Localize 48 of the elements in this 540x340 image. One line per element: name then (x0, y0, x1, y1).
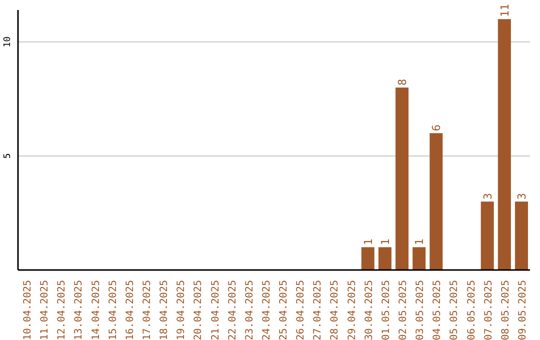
x-tick-label: 26.04.2025 (296, 280, 307, 340)
bar (514, 202, 528, 270)
x-tick-label: 12.04.2025 (56, 280, 68, 340)
bar (498, 19, 511, 270)
data-label: 3 (481, 192, 494, 200)
x-tick-label: 21.04.2025 (210, 280, 222, 340)
x-tick-label: 29.04.2025 (346, 280, 358, 340)
x-tick-label: 05.05.2025 (449, 280, 460, 340)
data-label: 1 (413, 238, 426, 246)
x-tick-label: 09.05.2025 (517, 280, 528, 340)
x-tick-label: 14.04.2025 (90, 280, 102, 340)
data-label: 1 (378, 238, 392, 246)
x-tick-label: 06.05.2025 (466, 280, 478, 340)
data-label: 11 (498, 4, 512, 18)
data-label: 3 (515, 192, 528, 200)
x-tick-label: 16.04.2025 (124, 280, 136, 340)
bar (412, 247, 426, 270)
x-tick-label: 20.04.2025 (193, 280, 204, 340)
x-tick-label: 08.05.2025 (500, 280, 512, 340)
data-label: 1 (362, 238, 375, 246)
bar (480, 202, 494, 270)
x-tick-label: 17.04.2025 (142, 280, 153, 340)
x-tick-label: 24.04.2025 (261, 280, 272, 340)
x-tick-label: 22.04.2025 (227, 280, 238, 340)
x-tick-label: 10.04.2025 (22, 280, 34, 340)
bar (396, 88, 409, 270)
data-label: 8 (396, 78, 410, 86)
x-tick-label: 11.04.2025 (40, 280, 51, 340)
x-tick-label: 30.04.2025 (364, 280, 375, 340)
x-tick-label: 25.04.2025 (278, 280, 290, 340)
x-tick-label: 15.04.2025 (108, 280, 119, 340)
x-tick-label: 23.04.2025 (244, 280, 256, 340)
x-tick-label: 28.04.2025 (330, 280, 341, 340)
x-tick-label: 02.05.2025 (398, 280, 409, 340)
x-tick-label: 07.05.2025 (483, 280, 494, 340)
x-tick-label: 18.04.2025 (159, 280, 170, 340)
data-label: 6 (430, 124, 444, 132)
x-tick-label: 01.05.2025 (380, 280, 392, 340)
x-tick-label: 04.05.2025 (432, 280, 444, 340)
x-tick-label: 13.04.2025 (74, 280, 85, 340)
y-tick-label: 10 (3, 36, 13, 48)
x-tick-label: 27.04.2025 (312, 280, 324, 340)
y-tick-label: 5 (3, 153, 13, 159)
bar (430, 133, 443, 270)
x-tick-label: 19.04.2025 (176, 280, 188, 340)
bar (361, 247, 374, 270)
bar (378, 247, 392, 270)
x-tick-label: 03.05.2025 (415, 280, 426, 340)
